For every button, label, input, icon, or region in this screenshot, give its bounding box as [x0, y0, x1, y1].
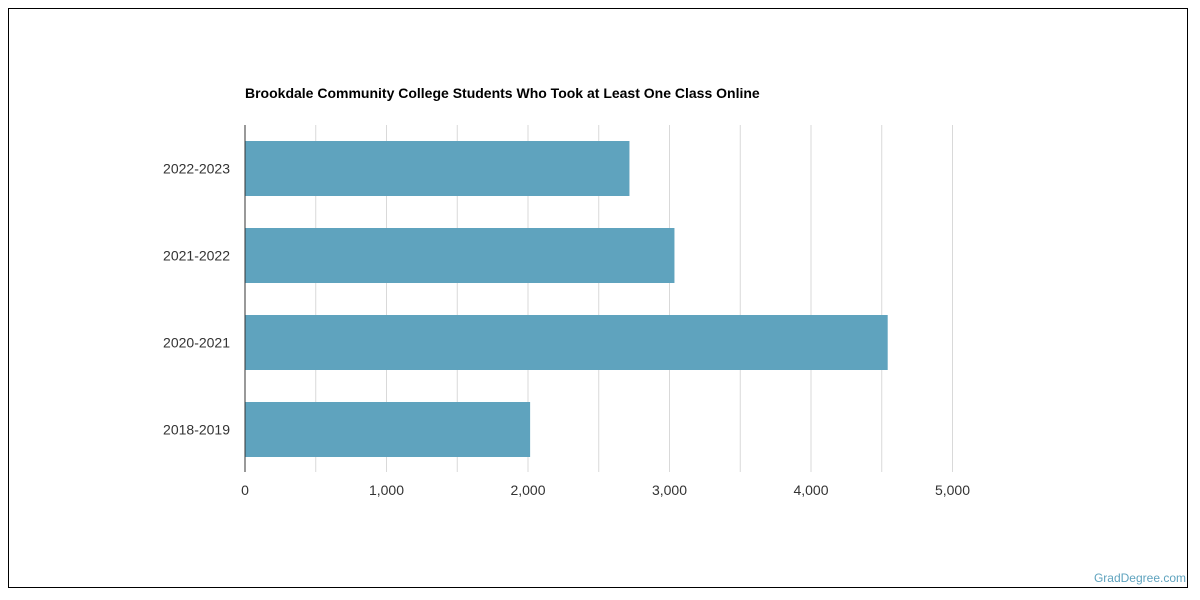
category-label: 2020-2021 — [163, 335, 230, 351]
bar-2020-2021 — [245, 315, 888, 370]
category-label: 2018-2019 — [163, 422, 230, 438]
x-tick-label: 5,000 — [935, 482, 970, 498]
chart-title: Brookdale Community College Students Who… — [245, 85, 760, 101]
chart-frame — [8, 8, 1188, 588]
x-tick-label: 1,000 — [369, 482, 404, 498]
bar-2018-2019 — [245, 402, 531, 457]
tick-labels: 2022-2023 2021-2022 2020-2021 2018-2019 0 1,0… — [163, 161, 970, 499]
x-tick-label: 3,000 — [652, 482, 687, 498]
x-tick-label: 4,000 — [793, 482, 828, 498]
category-label: 2021-2022 — [163, 248, 230, 264]
watermark-link[interactable]: GradDegree.com — [1093, 571, 1186, 585]
x-tick-label: 2,000 — [510, 482, 545, 498]
bars — [245, 141, 888, 457]
bar-2022-2023 — [245, 141, 630, 196]
bar-2021-2022 — [245, 228, 675, 283]
category-label: 2022-2023 — [163, 161, 230, 177]
x-tick-label: 0 — [241, 482, 249, 498]
